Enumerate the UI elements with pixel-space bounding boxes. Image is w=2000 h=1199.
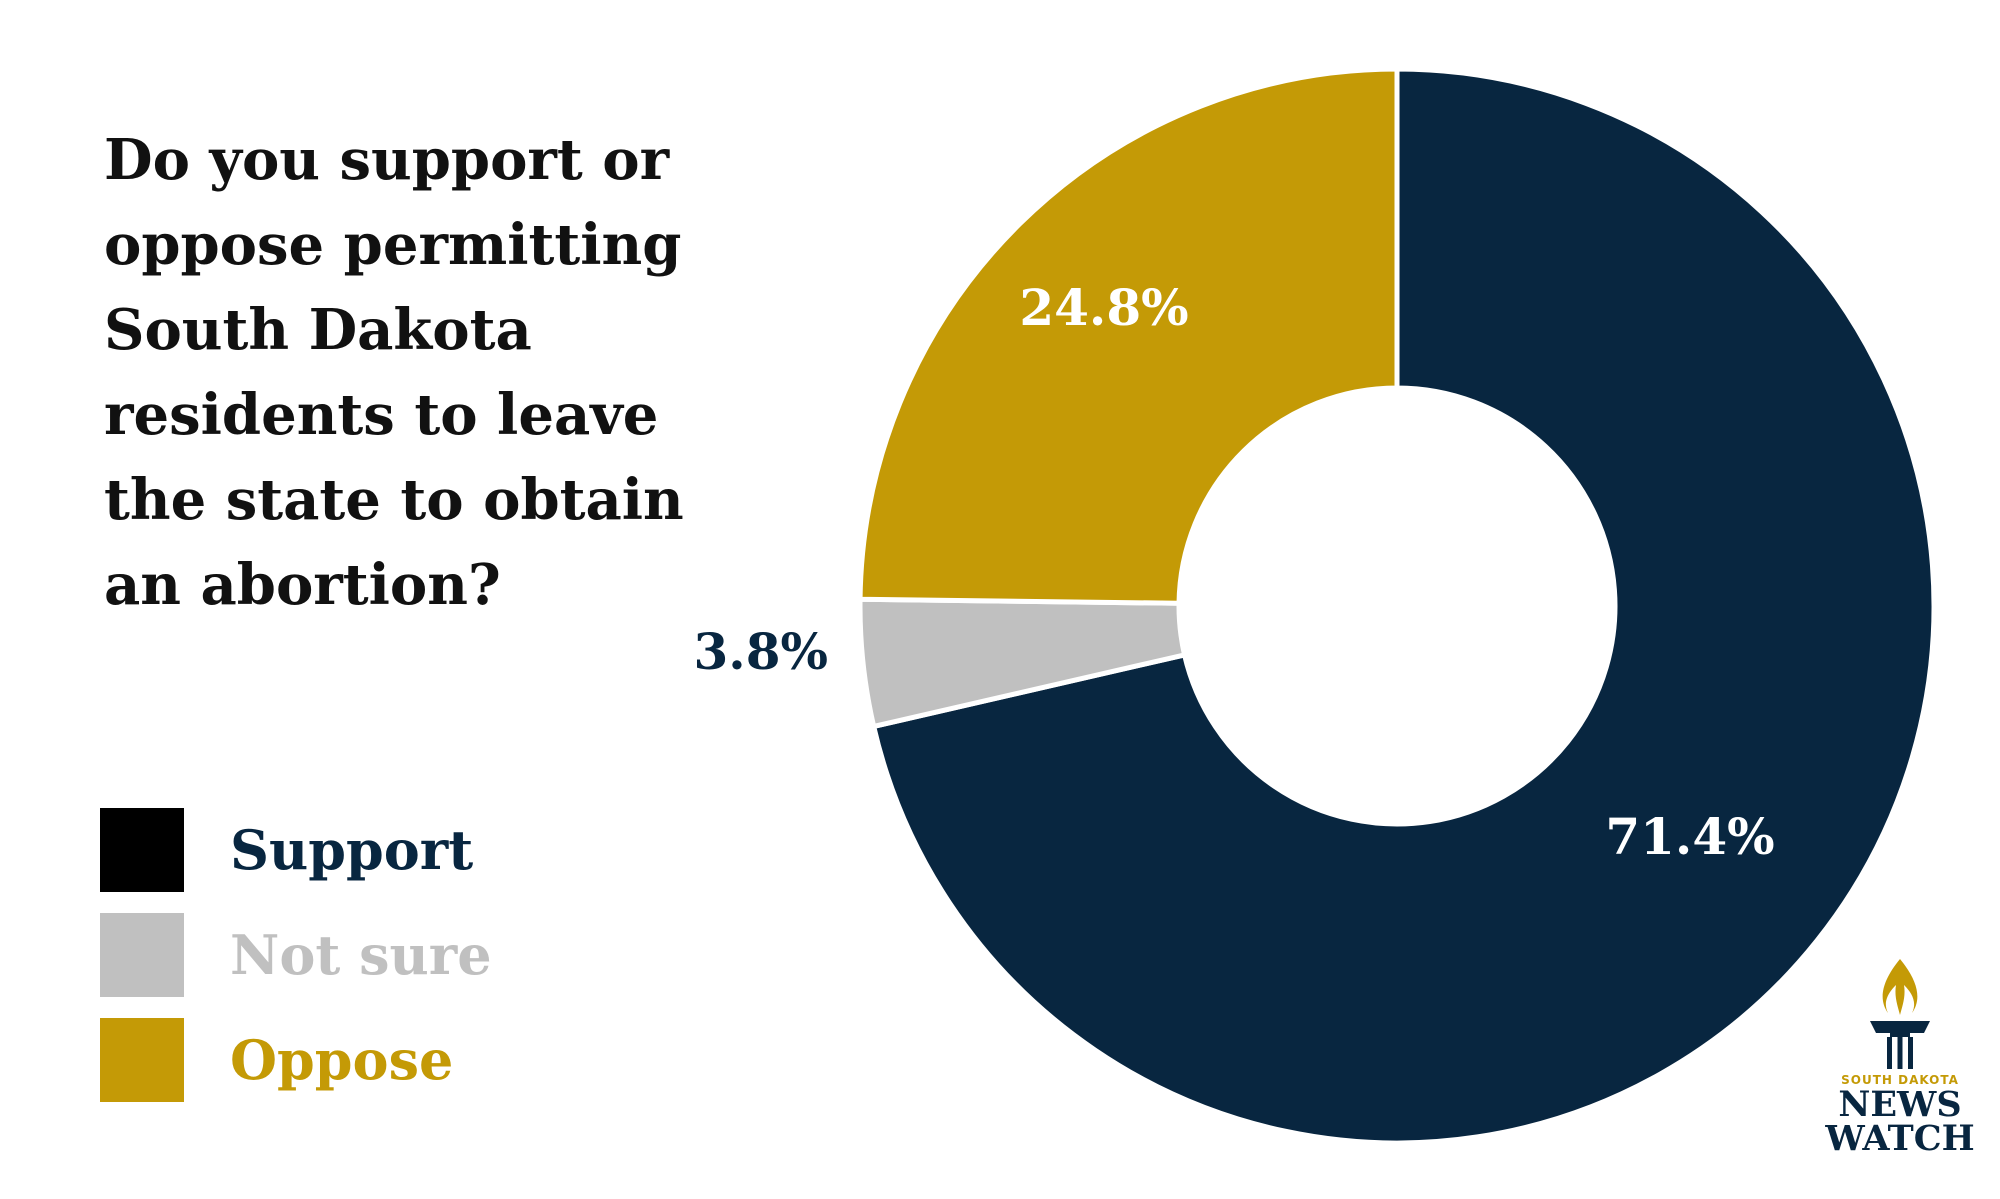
legend-swatch-support: [100, 808, 184, 892]
data-label-not-sure: 3.8%: [694, 622, 829, 681]
legend-item-oppose: Oppose: [100, 1018, 620, 1102]
legend-item-not-sure: Not sure: [100, 913, 620, 997]
logo-text-news: NEWS: [1838, 1084, 1962, 1125]
torch-icon: [1870, 959, 1930, 1069]
legend-swatch-not-sure: [100, 913, 184, 997]
news-watch-logo: SOUTH DAKOTA NEWS WATCH: [1820, 955, 1980, 1159]
legend-label-oppose: Oppose: [230, 1028, 454, 1092]
slice-support: [871, 66, 1937, 1146]
slice-oppose: [857, 66, 1400, 606]
legend-label-not-sure: Not sure: [230, 923, 492, 987]
legend-item-support: Support: [100, 808, 620, 892]
data-label-oppose: 24.8%: [1019, 278, 1188, 337]
legend-label-support: Support: [230, 818, 474, 882]
legend-swatch-oppose: [100, 1018, 184, 1102]
logo-text-south-dakota: SOUTH DAKOTA: [1841, 1073, 1959, 1087]
logo-text-watch: WATCH: [1825, 1118, 1975, 1159]
data-label-support: 71.4%: [1605, 807, 1774, 866]
chart-title: Do you support or oppose permitting Sout…: [104, 127, 684, 618]
